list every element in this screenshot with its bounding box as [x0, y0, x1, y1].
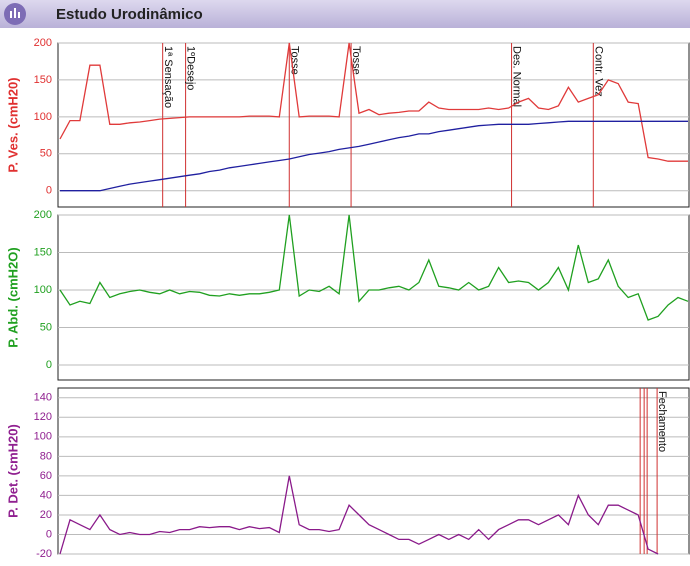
- y-tick-label: 120: [34, 411, 52, 423]
- y-axis-label: P. Det. (cmH20): [5, 424, 20, 518]
- event-label: Des. Normal: [511, 46, 523, 107]
- y-tick-label: 20: [40, 509, 52, 521]
- y-tick-label: 40: [40, 489, 52, 501]
- y-tick-label: -20: [36, 548, 52, 560]
- y-tick-label: 80: [40, 450, 52, 462]
- icon-bar: [18, 12, 20, 18]
- y-tick-label: 50: [40, 148, 52, 160]
- icon-bar: [10, 11, 12, 18]
- event-label: 1ª Sensação: [162, 46, 174, 108]
- header-title: Estudo Urodinâmico: [56, 6, 203, 23]
- y-tick-label: 200: [34, 37, 52, 49]
- y-tick-label: 0: [46, 528, 52, 540]
- y-tick-label: 100: [34, 111, 52, 123]
- series-line: [60, 120, 688, 192]
- y-tick-label: 150: [34, 246, 52, 258]
- y-tick-label: 150: [34, 74, 52, 86]
- y-axis-label: P. Ves. (cmH20): [5, 77, 20, 172]
- plot-area: [57, 214, 690, 381]
- event-label: Fechamento: [656, 391, 668, 452]
- y-tick-label: 100: [34, 284, 52, 296]
- y-tick-label: 100: [34, 431, 52, 443]
- series-line: [59, 42, 688, 162]
- event-label: Tosse: [288, 46, 300, 75]
- icon-bar: [14, 8, 16, 18]
- event-label: Contr. Vez: [592, 46, 604, 97]
- event-label: 1ºDesejo: [185, 46, 197, 90]
- y-tick-label: 0: [46, 359, 52, 371]
- y-tick-label: 200: [34, 209, 52, 221]
- y-tick-label: 50: [40, 321, 52, 333]
- series-line: [59, 214, 689, 321]
- y-tick-label: 140: [34, 392, 52, 404]
- plot-area: [57, 387, 690, 555]
- y-axis-label: P. Abd. (cmH2O): [5, 247, 20, 347]
- header-bar: [0, 0, 690, 28]
- y-tick-label: 60: [40, 470, 52, 482]
- y-tick-label: 0: [46, 185, 52, 197]
- series-line: [59, 475, 659, 555]
